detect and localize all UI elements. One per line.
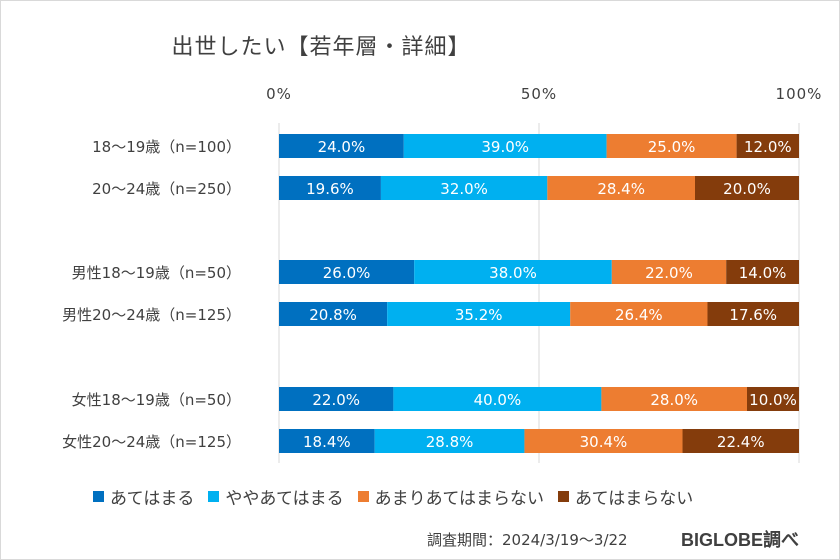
x-tick-label: 50% [521,85,557,103]
data-label: 17.6% [729,306,777,324]
chart-title: 出世したい【若年層・詳細】 [171,35,471,60]
data-label: 38.0% [489,264,537,282]
data-label: 14.0% [739,264,787,282]
bar-segment [682,429,799,453]
stacked-bar-chart: 0% 50% 100% 18～19歳（n=100） 20～24歳（n=250） 男性18～… [62,85,823,463]
data-label: 22.0% [645,264,693,282]
category-label: 男性18～19歳（n=50） [72,264,241,282]
data-label: 10.0% [749,391,797,409]
legend-item: あてはまる [93,484,194,509]
bar-segment [279,260,415,284]
bar-segment [695,176,799,200]
bar-segment [570,302,708,326]
bar-segment [736,134,799,158]
data-label: 20.8% [309,306,357,324]
data-label: 24.0% [318,138,366,156]
data-label: 18.4% [303,433,351,451]
bar-segment [606,134,737,158]
data-label: 35.2% [455,306,503,324]
data-label: 22.0% [312,391,360,409]
bar-segment [279,429,375,453]
bar-segment [707,302,799,326]
legend: あてはまる ややあてはまる あまりあてはまらない あてはまらない [93,484,699,509]
bar-segment [414,260,612,284]
data-label: 32.0% [440,180,488,198]
data-label: 19.6% [306,180,354,198]
bar-segment [747,387,799,411]
category-label: 女性20～24歳（n=125） [62,433,241,451]
data-label: 26.0% [323,264,371,282]
data-label: 28.0% [650,391,698,409]
bar-segment [279,387,394,411]
data-label: 20.0% [723,180,771,198]
category-label: 男性20～24歳（n=125） [62,306,241,324]
legend-item: ややあてはまる [208,484,344,509]
data-label: 12.0% [744,138,792,156]
data-label: 40.0% [474,391,522,409]
bar-segment [374,429,525,453]
bar-segment [387,302,571,326]
bar-segment [393,387,602,411]
legend-swatch [557,490,569,502]
legend-label: ややあてはまる [225,488,344,509]
legend-label: あまりあてはまらない [374,488,544,509]
data-label: 26.4% [615,306,663,324]
category-label: 女性18～19歳（n=50） [72,391,241,409]
bar-segment [279,134,404,158]
legend-item: あまりあてはまらない [357,484,544,509]
category-label: 20～24歳（n=250） [92,180,241,198]
bar-segment [403,134,607,158]
legend-item: あてはまらない [557,484,694,509]
category-label: 18～19歳（n=100） [92,138,241,156]
data-label: 28.8% [426,433,474,451]
data-label: 39.0% [481,138,529,156]
bar-segment [601,387,747,411]
bar-segment [611,260,727,284]
survey-period: 調査期間：2024/3/19～3/22 [427,531,628,549]
source-credit: BIGLOBE調べ [681,530,800,550]
x-tick-label: 100% [776,85,823,103]
legend-swatch [93,490,104,502]
x-tick-label: 0% [266,85,292,103]
bar-segment [380,176,548,200]
data-label: 30.4% [580,433,628,451]
legend-label: あてはまらない [574,488,694,509]
data-label: 25.0% [648,138,696,156]
bar-segment [279,302,388,326]
bar-segment [524,429,683,453]
data-label: 22.4% [717,433,765,451]
data-label: 28.4% [597,180,645,198]
legend-swatch [357,490,369,502]
bar-segment [726,260,799,284]
bar-segment [547,176,695,200]
legend-label: あてはまる [110,488,195,509]
legend-swatch [208,490,220,502]
bar-segment [279,176,381,200]
